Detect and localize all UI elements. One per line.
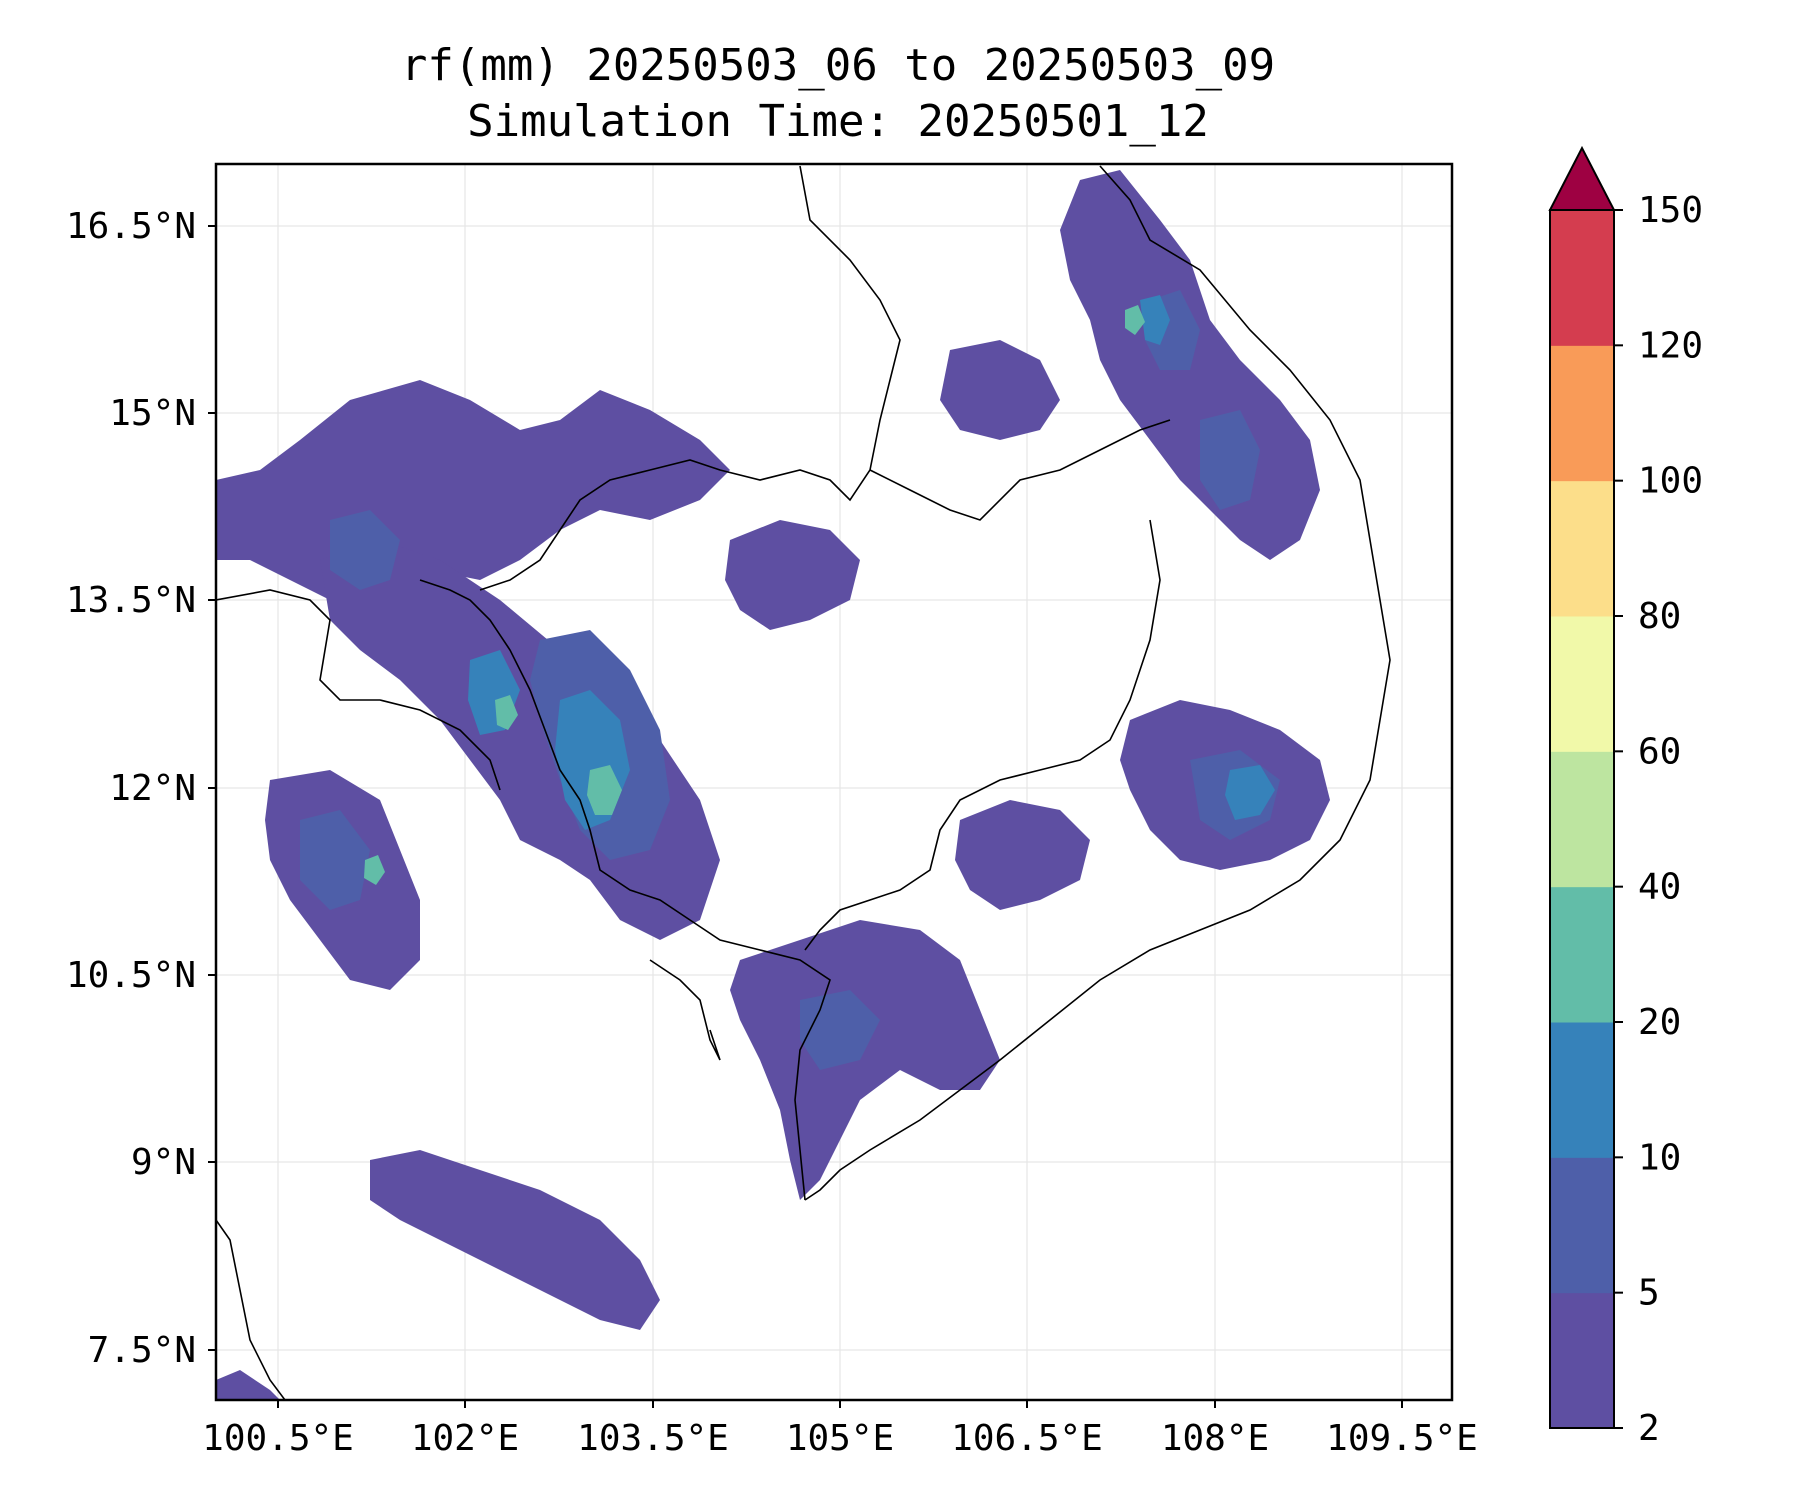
rainfall-level-20-40: [364, 305, 1145, 885]
lon-tick-label: 102°E: [411, 1418, 519, 1459]
map-title-line2: Simulation Time: 20250501_12: [467, 96, 1209, 147]
lat-tick-label: 15°N: [109, 393, 196, 434]
lon-tick-label: 106.5°E: [951, 1418, 1103, 1459]
coastlines-and-borders: [216, 165, 1391, 1400]
lon-tick-label: 105°E: [786, 1418, 894, 1459]
lon-tick-label: 103.5°E: [577, 1418, 729, 1459]
colorbar-tick-label: 60: [1638, 731, 1681, 772]
lat-tick-label: 12°N: [109, 768, 196, 809]
map-title-line1: rf(mm) 20250503_06 to 20250503_09: [401, 40, 1275, 91]
colorbar-ticks: 2 5 10 20 40 60 80 100 120 150: [1614, 190, 1703, 1449]
longitude-ticks: 100.5°E 102°E 103.5°E 105°E 106.5°E 108°…: [202, 1400, 1478, 1459]
colorbar-frame: [1549, 209, 1615, 1429]
colorbar-segment: [1550, 1022, 1614, 1158]
map-panel: [214, 162, 1454, 1402]
lon-tick-label: 108°E: [1161, 1418, 1269, 1459]
colorbar-segment: [1550, 1292, 1614, 1429]
lat-tick-label: 9°N: [131, 1142, 196, 1183]
colorbar: 2 5 10 20 40 60 80 100 120 150: [1548, 145, 1703, 1449]
colorbar-segment: [1550, 751, 1614, 888]
lon-tick-label: 100.5°E: [202, 1418, 354, 1459]
colorbar-tick-label: 80: [1638, 596, 1681, 637]
colorbar-extend-arrow: [1548, 145, 1616, 211]
lon-tick-label: 109.5°E: [1326, 1418, 1478, 1459]
latitude-ticks: 16.5°N 15°N 13.5°N 12°N 10.5°N 9°N 7.5°N: [66, 206, 216, 1371]
colorbar-segment: [1550, 210, 1614, 346]
colorbar-tick-label: 2: [1638, 1408, 1660, 1449]
colorbar-tick-label: 120: [1638, 325, 1703, 366]
colorbar-segment: [1550, 345, 1614, 482]
colorbar-segment: [1550, 886, 1614, 1023]
colorbar-tick-label: 150: [1638, 190, 1703, 231]
lat-tick-label: 10.5°N: [66, 955, 196, 996]
colorbar-tick-label: 10: [1638, 1137, 1681, 1178]
lat-tick-label: 13.5°N: [66, 580, 196, 621]
colorbar-segment: [1550, 480, 1614, 617]
colorbar-segment: [1550, 1157, 1614, 1294]
lat-tick-label: 7.5°N: [88, 1330, 196, 1371]
lat-tick-label: 16.5°N: [66, 206, 196, 247]
colorbar-segments: [1550, 210, 1614, 1429]
colorbar-tick-label: 40: [1638, 867, 1681, 908]
colorbar-tick-label: 20: [1638, 1002, 1681, 1043]
colorbar-tick-label: 5: [1638, 1273, 1660, 1314]
colorbar-tick-label: 100: [1638, 461, 1703, 502]
map-frame: [214, 162, 1454, 1402]
colorbar-segment: [1550, 616, 1614, 752]
